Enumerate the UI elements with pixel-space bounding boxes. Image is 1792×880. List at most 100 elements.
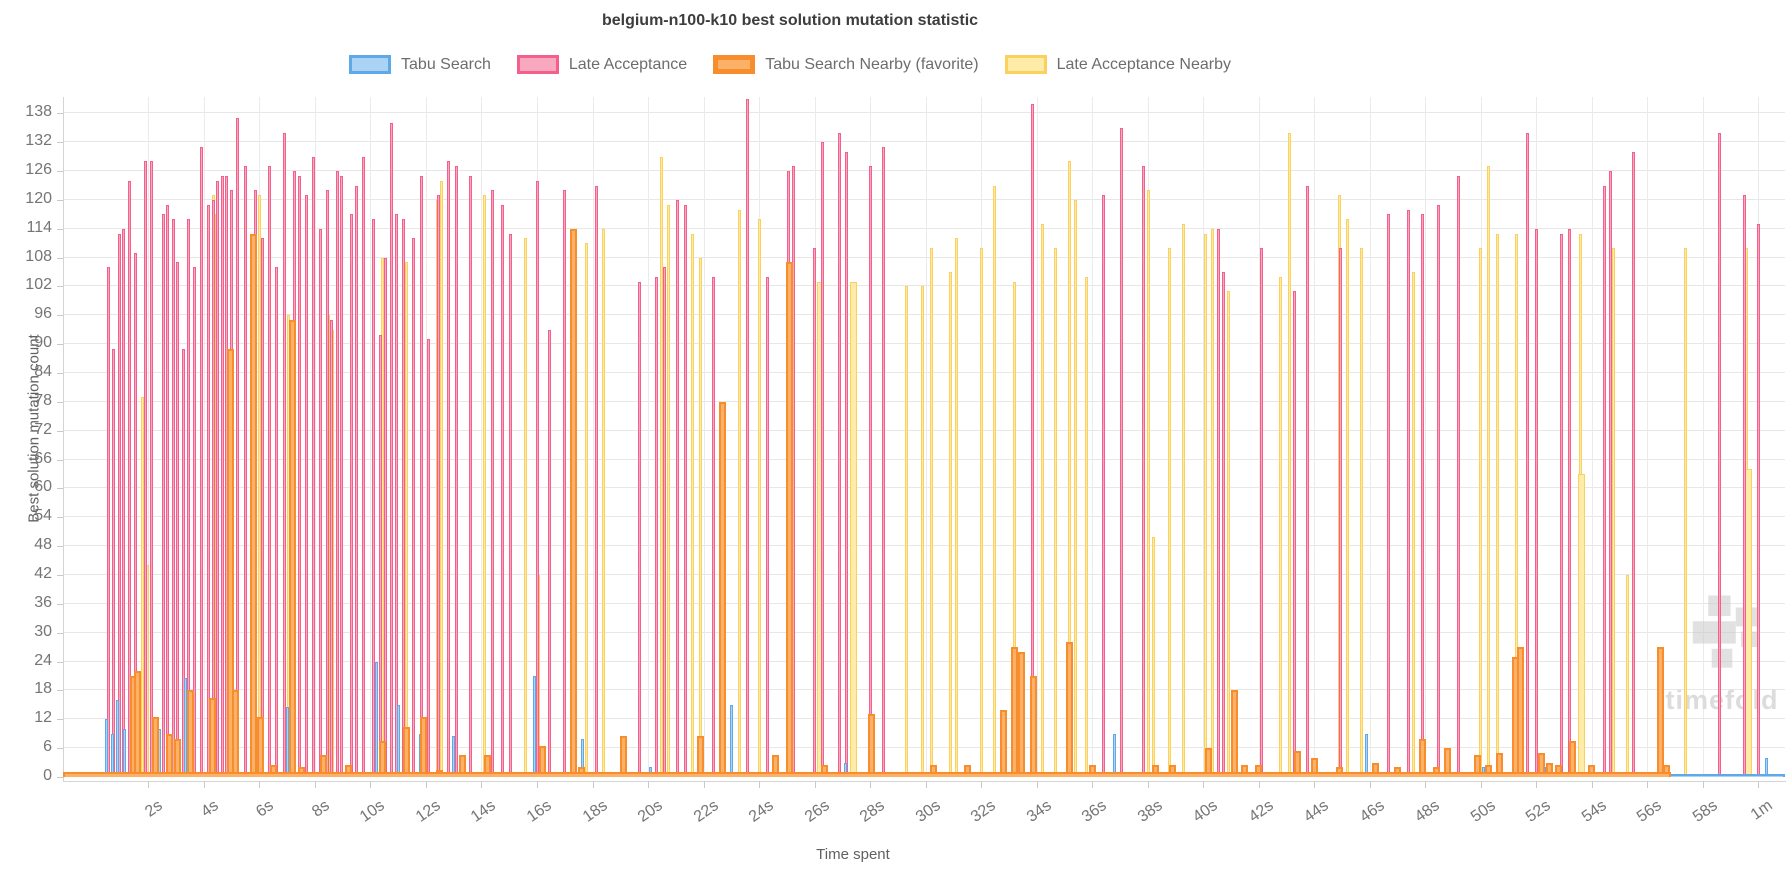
bar-late-acceptance-nearby [257, 195, 261, 777]
y-tick-mark [57, 373, 63, 375]
bar-tabu-search-nearby-favorite [1310, 757, 1318, 777]
bar-tabu-search-nearby-favorite [250, 233, 258, 777]
bar-tabu-search-nearby-favorite [289, 320, 297, 777]
bar-late-acceptance [206, 204, 210, 777]
bar-late-acceptance [149, 161, 153, 777]
bar-late-acceptance [1602, 185, 1606, 777]
h-gridline [63, 227, 1785, 229]
h-gridline [63, 141, 1785, 143]
x-tick-label: 50s [1467, 797, 1499, 826]
bar-late-acceptance-nearby [921, 286, 925, 777]
bar-tabu-search [374, 661, 378, 777]
x-tick-label: 20s [634, 797, 666, 826]
bar-late-acceptance [282, 132, 286, 777]
legend-item-late-acceptance-nearby[interactable]: Late Acceptance Nearby [1004, 55, 1231, 74]
bar-late-acceptance-nearby [602, 228, 606, 777]
bar-late-acceptance-nearby [667, 204, 671, 777]
v-gridline [314, 97, 316, 777]
y-tick-label: 24 [34, 651, 52, 669]
bar-tabu-search-nearby-favorite [619, 736, 627, 777]
bar-late-acceptance-nearby [1578, 474, 1586, 777]
bar-late-acceptance-nearby [1168, 248, 1172, 777]
bar-late-acceptance [1406, 209, 1410, 777]
bar-tabu-search-nearby-favorite [1152, 764, 1160, 777]
bar-late-acceptance-nearby [1151, 536, 1155, 777]
y-tick-mark [57, 748, 63, 750]
bar-tabu-search [396, 704, 400, 777]
bar-tabu-search-nearby-favorite [1554, 764, 1562, 777]
bar-late-acceptance [1717, 132, 1721, 777]
bar-tabu-search [1112, 733, 1116, 777]
x-tick-label: 40s [1189, 797, 1221, 826]
bar-late-acceptance [837, 132, 841, 777]
bar-tabu-search-nearby-favorite [1538, 752, 1546, 777]
baseline-strip-tabu-search [1669, 773, 1785, 777]
bar-tabu-search-nearby-favorite [1474, 755, 1482, 777]
v-gridline [203, 97, 205, 777]
bar-late-acceptance-nearby [1147, 190, 1151, 777]
x-tick-mark [370, 781, 372, 788]
bar-tabu-search-nearby-favorite [379, 740, 387, 777]
x-tick-mark [314, 781, 316, 788]
legend-item-tabu-search[interactable]: Tabu Search [349, 55, 491, 74]
bar-tabu-search-nearby-favorite [458, 755, 466, 777]
y-tick-label: 72 [34, 420, 52, 438]
x-tick-label: 22s [690, 797, 722, 826]
v-gridline [1369, 97, 1371, 777]
bar-late-acceptance [1305, 185, 1309, 777]
bar-late-acceptance [500, 204, 504, 777]
bar-late-acceptance-nearby [1626, 575, 1630, 777]
y-tick-mark [57, 199, 63, 201]
bar-late-acceptance [1742, 195, 1746, 777]
x-tick-mark [759, 781, 760, 788]
chart-plot-area [63, 97, 1785, 777]
x-tick-label: 16s [523, 797, 555, 826]
x-tick-mark [1758, 781, 1760, 788]
bar-late-acceptance [1420, 214, 1424, 777]
x-tick-label: 36s [1078, 797, 1110, 826]
x-tick-label: 18s [579, 797, 611, 826]
bar-late-acceptance [427, 339, 431, 777]
legend-item-late-acceptance[interactable]: Late Acceptance [516, 55, 687, 74]
x-tick-mark [1314, 781, 1316, 788]
y-tick-label: 48 [34, 536, 52, 554]
bar-late-acceptance [821, 142, 825, 777]
y-tick-mark [57, 777, 63, 778]
bar-late-acceptance [1216, 228, 1220, 777]
bar-late-acceptance-nearby [1084, 276, 1088, 777]
y-tick-mark [57, 315, 63, 317]
bar-late-acceptance [882, 147, 886, 777]
h-gridline [63, 170, 1785, 172]
bar-late-acceptance [260, 238, 264, 777]
bar-tabu-search-nearby-favorite [1496, 752, 1504, 777]
bar-tabu-search-nearby-favorite [539, 745, 547, 777]
bar-late-acceptance [395, 214, 399, 777]
h-gridline [63, 112, 1785, 114]
bar-late-acceptance [813, 248, 817, 777]
y-tick-mark [57, 517, 63, 519]
bar-late-acceptance-nearby [439, 180, 443, 777]
bar-tabu-search-nearby-favorite [1017, 651, 1025, 777]
bar-late-acceptance-nearby [949, 272, 952, 777]
bar-late-acceptance [663, 267, 667, 777]
v-gridline [1425, 97, 1427, 777]
v-gridline [1647, 97, 1649, 777]
baseline-strip-tabu-search-nearby-favorite [63, 771, 1671, 777]
bar-late-acceptance [244, 166, 248, 777]
legend-item-tabu-search-nearby-favorite[interactable]: Tabu Search Nearby (favorite) [713, 55, 979, 74]
h-gridline [63, 198, 1785, 200]
bar-late-acceptance-nearby [1515, 233, 1519, 777]
y-tick-mark [57, 546, 63, 548]
h-gridline [63, 285, 1785, 287]
bar-tabu-search-nearby-favorite [963, 764, 971, 777]
x-tick-label: 32s [967, 797, 999, 826]
bar-late-acceptance [675, 199, 679, 777]
bar-late-acceptance [1119, 127, 1123, 777]
bar-tabu-search-nearby-favorite [1546, 762, 1554, 777]
bar-late-acceptance [127, 180, 131, 777]
y-tick-mark [57, 575, 63, 577]
bar-late-acceptance-nearby [141, 397, 145, 777]
bar-late-acceptance [117, 233, 121, 777]
v-gridline [148, 97, 150, 777]
bar-late-acceptance [349, 214, 353, 777]
